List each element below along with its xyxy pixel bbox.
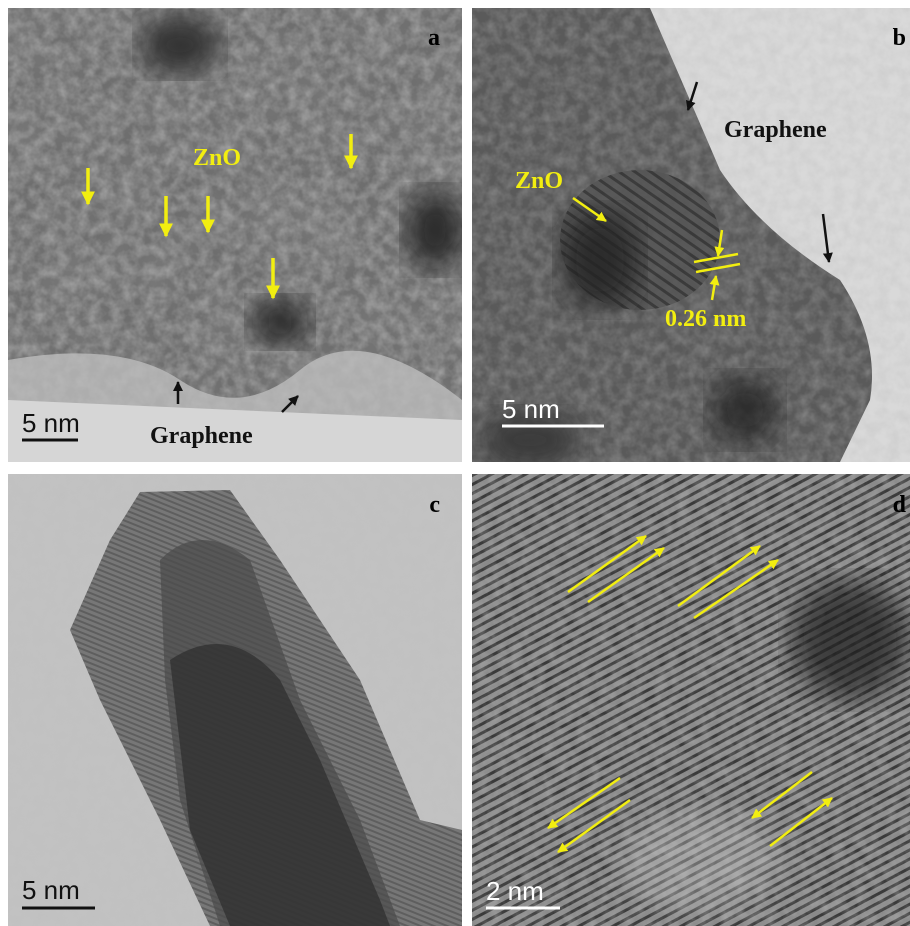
panel-label: b — [893, 25, 906, 51]
panel-d-image — [472, 474, 910, 926]
panel-label: a — [428, 25, 440, 51]
page: a ZnO Graphene 5 nm b Graphene ZnO 0.26 … — [0, 0, 910, 926]
annotation: Graphene — [724, 117, 827, 143]
panel-c-image — [8, 474, 462, 926]
annotation: Graphene — [150, 423, 253, 449]
scale-bar-label: 5 nm — [22, 875, 80, 905]
panel-label: d — [893, 492, 907, 518]
figure: a ZnO Graphene 5 nm b Graphene ZnO 0.26 … — [0, 0, 910, 926]
panel-label: c — [429, 492, 440, 518]
annotation: ZnO — [193, 145, 241, 171]
annotation: 0.26 nm — [665, 306, 746, 332]
panel-a-image — [8, 8, 465, 462]
scale-bar-label: 2 nm — [486, 876, 544, 906]
annotation: ZnO — [515, 168, 563, 194]
scale-bar-label: 5 nm — [22, 408, 80, 438]
scale-bar-label: 5 nm — [502, 394, 560, 424]
